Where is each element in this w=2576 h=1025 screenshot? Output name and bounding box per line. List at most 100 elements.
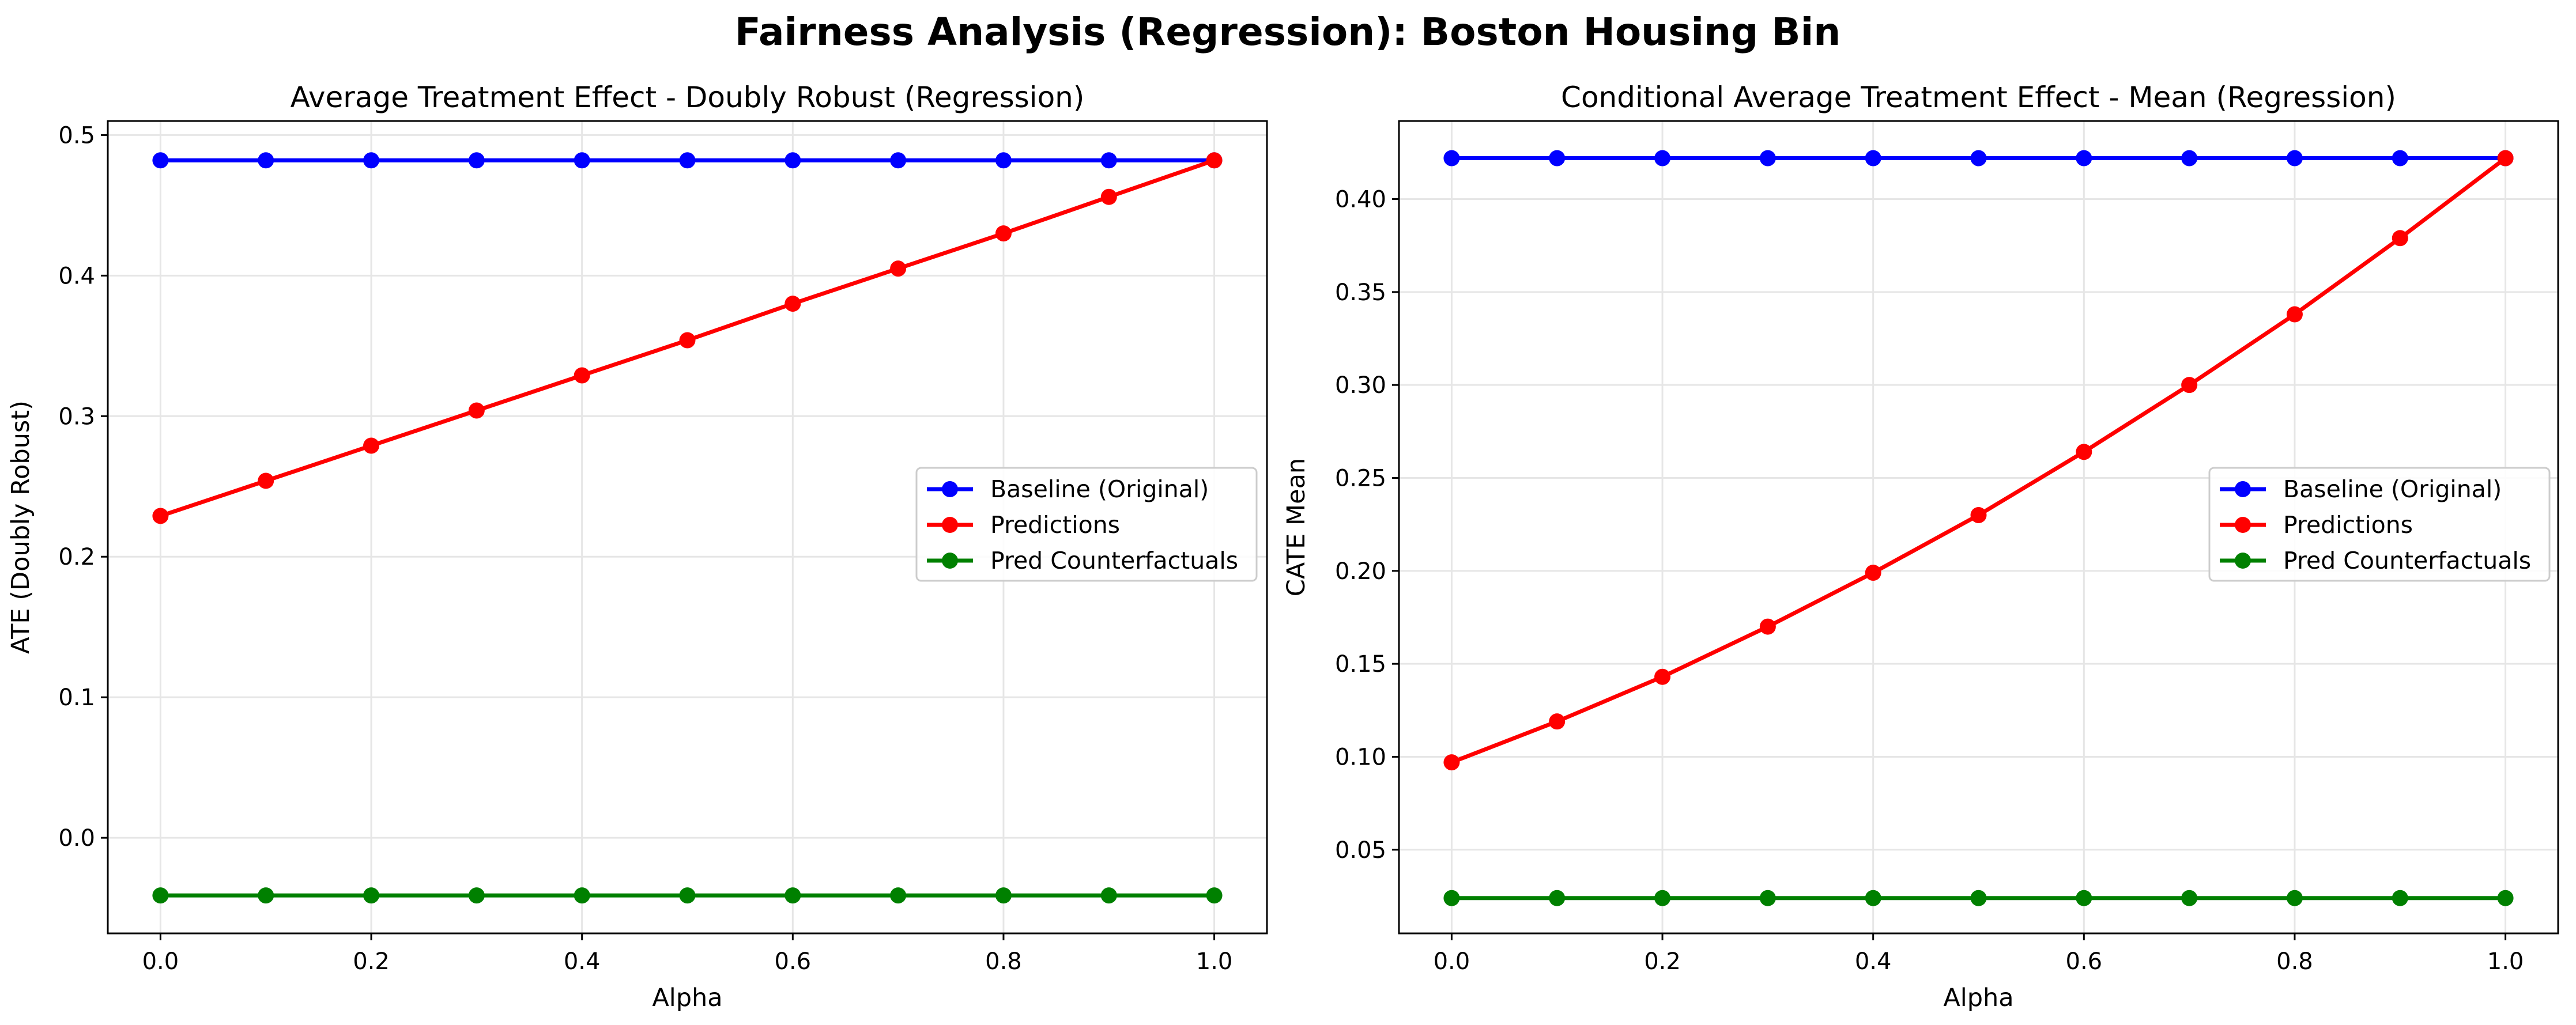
data-point-0-1 <box>258 152 274 169</box>
y-tick-label: 0.3 <box>58 403 95 430</box>
legend-label-1: Predictions <box>990 511 1120 539</box>
data-point-0-9 <box>2392 150 2408 167</box>
data-point-0-3 <box>1759 150 1776 167</box>
data-point-1-9 <box>1100 188 1117 205</box>
data-point-0-5 <box>679 152 696 169</box>
data-point-0-6 <box>785 152 801 169</box>
legend-label-1: Predictions <box>2283 511 2413 539</box>
data-point-0-3 <box>468 152 485 169</box>
data-point-0-7 <box>890 152 907 169</box>
legend-marker-1 <box>942 517 958 533</box>
data-point-1-3 <box>468 402 485 419</box>
data-point-1-2 <box>1654 668 1671 685</box>
data-point-2-1 <box>258 887 274 904</box>
y-tick-label: 0.1 <box>58 684 95 711</box>
x-tick-label: 0.8 <box>985 948 1022 975</box>
data-point-2-3 <box>1759 890 1776 906</box>
legend-label-0: Baseline (Original) <box>2283 475 2502 503</box>
data-point-1-2 <box>363 437 380 454</box>
data-point-1-5 <box>679 332 696 349</box>
x-tick-label: 0.6 <box>2066 948 2103 975</box>
y-axis-label: ATE (Doubly Robust) <box>6 400 35 654</box>
y-tick-label: 0.4 <box>58 263 95 289</box>
data-point-2-2 <box>1654 890 1671 906</box>
legend: Baseline (Original) Predictions Pred Count… <box>915 467 1258 582</box>
data-point-2-4 <box>1865 890 1881 906</box>
x-tick-label: 0.4 <box>564 948 601 975</box>
data-point-1-7 <box>890 260 907 277</box>
data-point-2-3 <box>468 887 485 904</box>
y-axis-label: CATE Mean <box>1282 458 1311 596</box>
data-point-1-10 <box>2497 150 2514 167</box>
y-tick-label: 0.0 <box>58 825 95 852</box>
y-tick-label: 0.30 <box>1335 372 1386 399</box>
data-point-0-2 <box>1654 150 1671 167</box>
y-tick-label: 0.05 <box>1335 837 1386 864</box>
y-tick-label: 0.35 <box>1335 279 1386 306</box>
axes-frame <box>107 120 1268 935</box>
data-point-2-0 <box>1443 890 1460 906</box>
data-point-2-10 <box>2497 890 2514 906</box>
data-point-2-4 <box>574 887 590 904</box>
data-point-2-9 <box>1100 887 1117 904</box>
legend-marker-2 <box>942 553 958 569</box>
legend-marker-2 <box>2235 553 2251 569</box>
data-point-0-4 <box>1865 150 1881 167</box>
legend-marker-0 <box>942 481 958 497</box>
y-tick-label: 0.10 <box>1335 744 1386 770</box>
data-point-2-1 <box>1549 890 1566 906</box>
data-point-0-6 <box>2076 150 2092 167</box>
x-axis-label: Alpha <box>1943 984 2013 1012</box>
data-point-1-1 <box>1549 713 1566 730</box>
data-point-1-6 <box>785 296 801 312</box>
data-point-1-9 <box>2392 230 2408 247</box>
data-point-2-7 <box>890 887 907 904</box>
legend-label-2: Pred Counterfactuals <box>2283 547 2531 574</box>
data-point-1-7 <box>2181 377 2198 394</box>
data-point-0-5 <box>1970 150 1987 167</box>
x-tick-label: 0.6 <box>775 948 812 975</box>
data-point-0-4 <box>574 152 590 169</box>
data-point-2-6 <box>2076 890 2092 906</box>
x-tick-label: 0.0 <box>142 948 179 975</box>
x-tick-label: 1.0 <box>1196 948 1233 975</box>
data-point-1-6 <box>2076 444 2092 460</box>
x-tick-label: 0.8 <box>2276 948 2313 975</box>
data-point-2-9 <box>2392 890 2408 906</box>
data-point-0-9 <box>1100 152 1117 169</box>
data-point-2-5 <box>679 887 696 904</box>
data-point-0-1 <box>1549 150 1566 167</box>
chart-title: Conditional Average Treatment Effect - M… <box>1561 81 2396 114</box>
data-point-1-5 <box>1970 507 1987 524</box>
data-point-1-8 <box>995 225 1012 242</box>
data-point-1-0 <box>152 508 169 524</box>
data-point-1-8 <box>2286 306 2303 323</box>
data-point-1-1 <box>258 472 274 489</box>
data-point-2-7 <box>2181 890 2198 906</box>
data-point-0-8 <box>2286 150 2303 167</box>
legend-box <box>2208 467 2551 582</box>
data-point-1-4 <box>574 367 590 384</box>
data-point-0-8 <box>995 152 1012 169</box>
data-point-2-10 <box>1206 887 1223 904</box>
x-tick-label: 0.4 <box>1855 948 1892 975</box>
x-tick-label: 1.0 <box>2487 948 2524 975</box>
data-point-0-0 <box>152 152 169 169</box>
data-point-1-4 <box>1865 565 1881 581</box>
data-point-1-3 <box>1759 618 1776 635</box>
legend-label-0: Baseline (Original) <box>990 475 1209 503</box>
legend: Baseline (Original) Predictions Pred Count… <box>2208 467 2551 582</box>
data-point-1-0 <box>1443 754 1460 771</box>
chart-title: Average Treatment Effect - Doubly Robust… <box>291 81 1085 114</box>
data-point-2-0 <box>152 887 169 904</box>
y-tick-label: 0.40 <box>1335 187 1386 213</box>
data-point-2-8 <box>995 887 1012 904</box>
cate-chart-panel: 0.0 0.2 0.4 0.6 0.8 1.0 0.05 0.10 0.15 0.20 0.25 0.… <box>1282 81 2559 1012</box>
data-point-2-8 <box>2286 890 2303 906</box>
data-point-0-2 <box>363 152 380 169</box>
legend-label-2: Pred Counterfactuals <box>990 547 1238 574</box>
y-tick-label: 0.20 <box>1335 558 1386 585</box>
y-tick-label: 0.15 <box>1335 651 1386 678</box>
ate-chart-panel: 0.0 0.2 0.4 0.6 0.8 1.0 0.0 0.1 0.2 0.3 0.4 0.5 Aver… <box>6 81 1268 1012</box>
